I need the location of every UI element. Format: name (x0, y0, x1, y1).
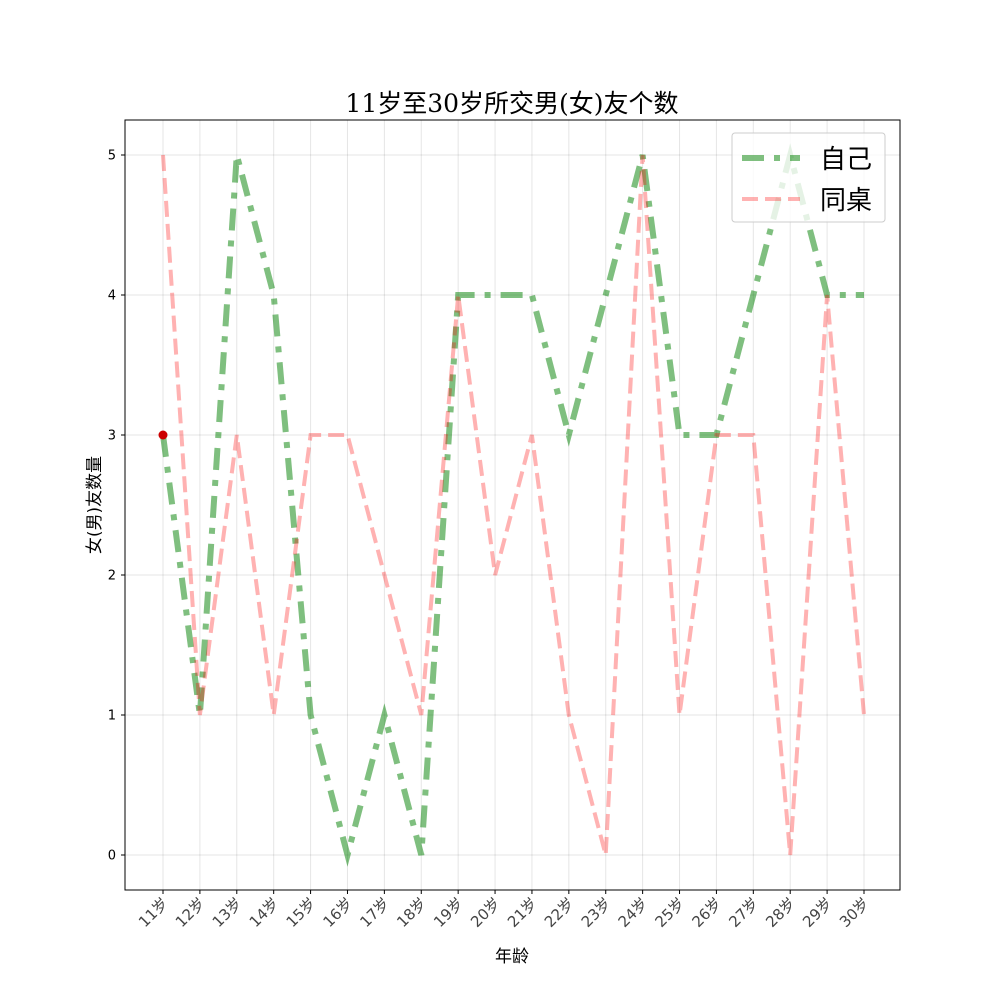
x-axis-label: 年龄 (495, 947, 529, 967)
legend-box (731, 132, 886, 223)
chart-title: 11岁至30岁所交男(女)友个数 (345, 89, 678, 118)
y-axis-label: 女(男)友数量 (85, 456, 105, 554)
plot-frame (124, 119, 901, 891)
y-tick-label: 4 (108, 289, 116, 304)
y-tick-label: 1 (108, 709, 116, 724)
legend: 自己 同桌 (731, 132, 886, 223)
series-line-0 (160, 143, 864, 867)
series-lines (160, 143, 866, 867)
y-axis-ticks: 0 1 2 3 4 5 (108, 149, 125, 864)
y-tick-label: 2 (108, 569, 116, 584)
y-tick-label: 3 (108, 429, 116, 444)
legend-label-deskmate: 同桌 (820, 186, 872, 216)
markers (158, 430, 168, 440)
grid (125, 120, 900, 890)
data-point-marker (158, 430, 168, 440)
y-tick-label: 5 (108, 149, 116, 164)
legend-label-self: 自己 (820, 145, 872, 175)
series-line-1 (161, 154, 866, 856)
y-tick-label: 0 (108, 849, 116, 864)
